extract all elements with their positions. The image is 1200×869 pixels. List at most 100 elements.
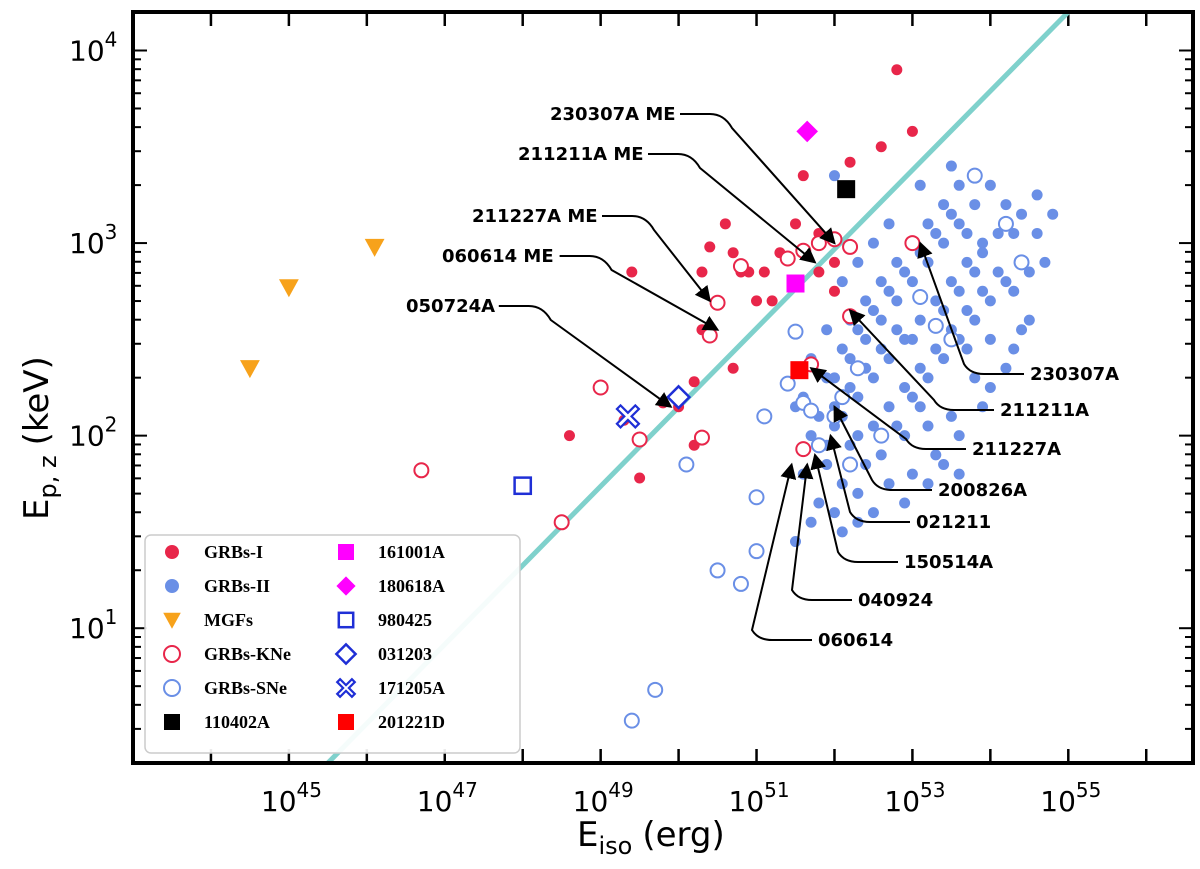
point-grbs-ii (977, 247, 989, 259)
point-grbs-sne (842, 456, 859, 473)
point-grbs-ii (1000, 276, 1012, 288)
point-grbs-ii (1008, 343, 1020, 355)
point-grbs-sne (927, 317, 944, 334)
point-grbs-ii (938, 353, 950, 365)
point-grbs-sne (748, 543, 765, 560)
point-grbs-ii (899, 430, 911, 442)
point-grbs-ii (891, 420, 903, 432)
x-tick-label: 1051 (729, 778, 790, 818)
point-grbs-ii (961, 227, 973, 239)
point-031203 (666, 384, 692, 410)
point-grbs-ii (844, 382, 856, 393)
point-grbs-sne (748, 489, 765, 506)
annotation-arrow (848, 309, 994, 411)
annotation-arrow (498, 305, 673, 408)
point-grbs-sne (756, 408, 773, 425)
point-grbs-kne (826, 231, 843, 248)
point-grbs-ii (875, 314, 887, 326)
point-grbs-sne (678, 456, 695, 473)
point-grbs-i (828, 285, 840, 297)
point-mgfs (278, 279, 299, 298)
point-grbs-ii (945, 208, 957, 220)
point-grbs-kne (631, 431, 648, 448)
annotation-label: 040924 (858, 590, 933, 611)
point-grbs-ii (805, 516, 817, 528)
legend-marker-031203 (334, 642, 358, 666)
point-grbs-ii (875, 449, 887, 461)
point-grbs-ii (922, 218, 934, 230)
legend-label-grbs-kne: GRBs-KNe (204, 644, 291, 664)
annotation-label: 200826A (938, 480, 1027, 501)
point-grbs-ii (836, 526, 848, 538)
point-grbs-kne (553, 514, 570, 531)
point-grbs-ii (961, 256, 973, 268)
point-grbs-ii (790, 536, 801, 548)
point-grbs-ii (1008, 285, 1020, 297)
x-tick-label: 1047 (417, 778, 478, 818)
legend-label-171205a: 171205A (378, 678, 445, 698)
point-grbs-ii (883, 218, 895, 230)
point-grbs-ii (1008, 227, 1020, 239)
annotation-label: 211227A (972, 439, 1061, 460)
point-grbs-ii (969, 372, 981, 384)
point-grbs-i (688, 376, 700, 388)
legend-marker-110402a (164, 714, 180, 730)
point-grbs-ii (852, 430, 864, 442)
point-grbs-i (727, 362, 739, 374)
x-tick-label: 1049 (573, 778, 634, 818)
point-grbs-ii (867, 420, 879, 432)
point-grbs-ii (1016, 208, 1028, 220)
x-tick-label: 1045 (261, 778, 322, 818)
point-grbs-ii (953, 468, 965, 480)
point-grbs-ii (969, 199, 981, 211)
legend-marker-161001a (338, 544, 354, 560)
x-axis-label-unit: (erg) (642, 815, 724, 855)
point-grbs-ii (930, 295, 942, 307)
point-grbs-ii (828, 372, 840, 384)
point-grbs-ii (1023, 314, 1035, 326)
point-grbs-ii (969, 266, 981, 278)
point-grbs-ii (945, 160, 957, 172)
point-grbs-ii (821, 459, 833, 471)
point-mgfs (240, 360, 260, 379)
annotation-arrow (790, 462, 852, 601)
legend-label-201221d: 201221D (378, 712, 445, 732)
point-grbs-ii (899, 333, 911, 345)
point-grbs-ii (953, 285, 965, 297)
legend-label-mgfs: MGFs (204, 610, 253, 630)
tick-labels: 1045 1047 1049 1051 1053 1055 101 102 103 104 (69, 28, 1101, 818)
point-grbs-ii (914, 362, 926, 374)
annotation-arrow (826, 433, 910, 523)
legend-label-grbs-ii: GRBs-II (204, 576, 270, 596)
point-grbs-ii (922, 420, 934, 432)
annotation-arrow (833, 404, 932, 491)
point-grbs-sne (803, 402, 820, 419)
point-grbs-kne (693, 429, 710, 446)
point-grbs-ii (1023, 266, 1035, 278)
point-grbs-kne (779, 250, 796, 267)
point-grbs-ii (875, 276, 887, 288)
point-161001a (786, 274, 805, 293)
point-grbs-ii (844, 353, 856, 365)
point-grbs-ii (852, 487, 864, 499)
point-grbs-ii (867, 372, 879, 384)
annotation-label: 211227A ME (472, 206, 598, 227)
point-grbs-ii (1039, 256, 1051, 268)
point-grbs-ii (906, 468, 918, 480)
point-grbs-kne (592, 379, 609, 396)
x-axis-label-sub: iso (598, 832, 632, 860)
point-grbs-ii (883, 401, 895, 413)
point-grbs-kne (701, 327, 718, 344)
point-grbs-ii (930, 343, 942, 355)
legend-marker-mgfs (163, 612, 181, 629)
point-grbs-ii (914, 179, 926, 191)
point-grbs-i (758, 266, 770, 278)
legend-marker-180618a (336, 576, 356, 596)
annotations: 230307A ME 211211A ME 211227A ME 060614 ME 0… (406, 104, 1119, 651)
point-grbs-ii (938, 237, 950, 249)
point-980425 (513, 476, 533, 496)
y-axis-label-sub: p, z (34, 455, 62, 498)
point-grbs-ii (992, 266, 1004, 278)
point-grbs-ii (860, 333, 872, 345)
